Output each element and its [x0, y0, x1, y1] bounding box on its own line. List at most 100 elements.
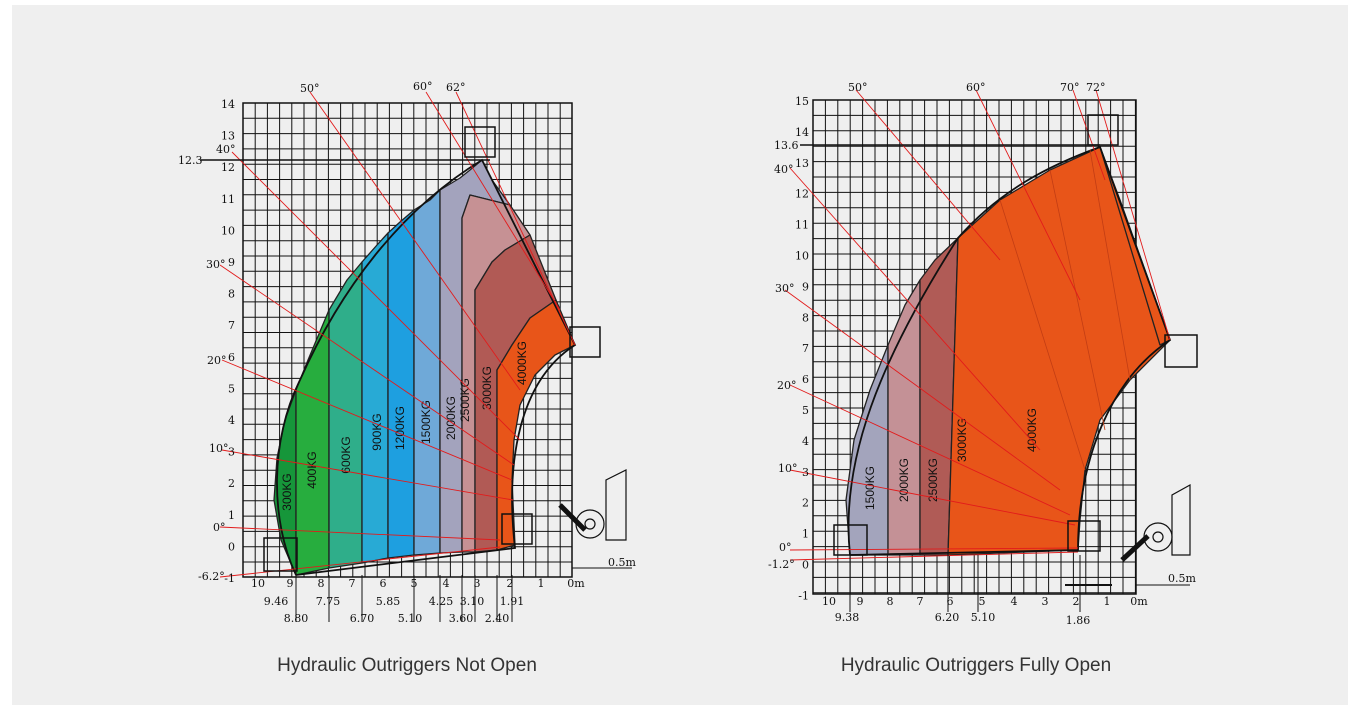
- y-tick-label: 5: [802, 404, 809, 417]
- zone-label: 2000KG: [444, 396, 458, 440]
- scale-label: 0.5m: [608, 556, 636, 569]
- zone-label: 1200KG: [393, 406, 407, 450]
- x-tick-label: 2: [507, 577, 514, 590]
- angle-ray: [231, 151, 521, 441]
- attachment-box: [1067, 520, 1101, 552]
- angle-ray: [855, 89, 1001, 261]
- reach-bottom-label: 8.80: [284, 612, 309, 625]
- y-tick-label: 2: [228, 477, 235, 490]
- attachment-box: [501, 513, 533, 545]
- angle-label: 60°: [966, 81, 986, 94]
- wheel-hub-icon: [584, 518, 596, 530]
- zone-label: 600KG: [339, 436, 353, 473]
- reach-top-label: 3.10: [460, 595, 485, 608]
- angle-label: 10°: [778, 462, 798, 475]
- angle-ray: [975, 89, 1081, 301]
- angle-label: 10°: [209, 442, 229, 455]
- y-tick-label: 0: [228, 540, 235, 553]
- angle-ray: [789, 547, 1079, 551]
- angle-ray: [221, 449, 514, 501]
- caption-outriggers-not-open: Hydraulic Outriggers Not Open: [277, 655, 537, 676]
- y-tick-label: 12: [795, 188, 809, 201]
- angle-ray: [1072, 89, 1106, 181]
- cab-icon: [605, 469, 627, 541]
- reach-bottom-label: 3.60: [449, 612, 474, 625]
- reach-top-label: 5.10: [971, 611, 996, 624]
- x-tick-label: 1: [538, 577, 545, 590]
- x-tick-label: 7: [349, 577, 356, 590]
- angle-label: 40°: [774, 163, 794, 176]
- x-tick-label: 6: [947, 595, 954, 608]
- angle-label: 30°: [206, 258, 226, 271]
- boom-base-icon: [1120, 534, 1150, 562]
- angle-ray: [425, 91, 561, 311]
- zone-label: 400KG: [305, 451, 319, 488]
- x-tick-label: 6: [380, 577, 387, 590]
- y-tick-label: 13: [795, 157, 809, 170]
- load-zone-1500kg: [845, 344, 889, 556]
- angle-label: 50°: [848, 81, 868, 94]
- attachment-box: [464, 126, 496, 158]
- x-tick-label: 5: [979, 595, 986, 608]
- reach-top-label: 9.46: [264, 595, 289, 608]
- angle-ray: [1095, 89, 1171, 341]
- angle-ray: [455, 91, 576, 346]
- y-tick-label: 2: [802, 497, 809, 510]
- angle-label: 60°: [413, 80, 433, 93]
- x-tick-label: 10: [822, 595, 836, 608]
- angle-label: 20°: [207, 354, 227, 367]
- angle-label: 20°: [777, 379, 797, 392]
- scale-label: 0.5m: [1168, 572, 1196, 585]
- max-height-label: 13.6: [774, 139, 799, 152]
- envelope-outline: [276, 158, 577, 576]
- zone-label: 1500KG: [419, 400, 433, 444]
- x-tick-label: 9: [287, 577, 294, 590]
- y-tick-label: 8: [228, 288, 235, 301]
- y-tick-label: 0: [802, 559, 809, 572]
- wheel-hub-icon: [1152, 531, 1164, 543]
- attachment-box: [833, 524, 868, 556]
- x-tick-label: 10: [251, 577, 265, 590]
- x-tick-label: 1: [1104, 595, 1111, 608]
- angle-ray: [789, 469, 1076, 526]
- y-tick-label: 9: [228, 256, 235, 269]
- angle-ray: [789, 551, 1079, 561]
- zone-label: 4000KG: [1025, 408, 1039, 452]
- y-tick-label: 1: [228, 509, 235, 522]
- load-zone-2000kg: [887, 279, 921, 556]
- y-tick-label: 12: [221, 161, 235, 174]
- reach-bottom-label: 1.86: [1066, 614, 1091, 627]
- reach-top-label: 6.20: [935, 611, 960, 624]
- attachment-box: [1087, 114, 1119, 146]
- y-tick-label: 4: [228, 414, 235, 427]
- y-tick-label: 3: [802, 466, 809, 479]
- angle-ray: [219, 526, 501, 541]
- y-tick-label: 11: [221, 193, 235, 206]
- angle-label: 30°: [775, 282, 795, 295]
- y-tick-label: 10: [795, 250, 809, 263]
- y-tick-label: 6: [228, 351, 235, 364]
- y-tick-label: 7: [802, 342, 809, 355]
- angle-label: 62°: [446, 81, 466, 94]
- cab-icon: [1171, 483, 1191, 556]
- angle-ray: [789, 167, 1041, 451]
- angle-label: -6.2°: [198, 570, 225, 583]
- angle-ray: [219, 264, 515, 466]
- angle-label: -1.2°: [768, 558, 795, 571]
- boom-base-icon: [558, 503, 587, 532]
- y-tick-label: 15: [795, 95, 809, 108]
- angle-label: 50°: [300, 82, 320, 95]
- angle-label: 40°: [216, 143, 236, 156]
- angle-ray: [219, 546, 501, 578]
- x-tick-label: 7: [917, 595, 924, 608]
- y-tick-label: 8: [802, 311, 809, 324]
- attachment-box: [1164, 334, 1198, 368]
- radial-line: [999, 199, 1086, 471]
- y-tick-label: 7: [228, 319, 235, 332]
- angle-ray: [789, 384, 1071, 516]
- reach-top-label: 4.25: [429, 595, 454, 608]
- x-tick-label: 0m: [567, 577, 585, 590]
- y-tick-label: 3: [228, 446, 235, 459]
- zone-label: 3000KG: [955, 418, 969, 462]
